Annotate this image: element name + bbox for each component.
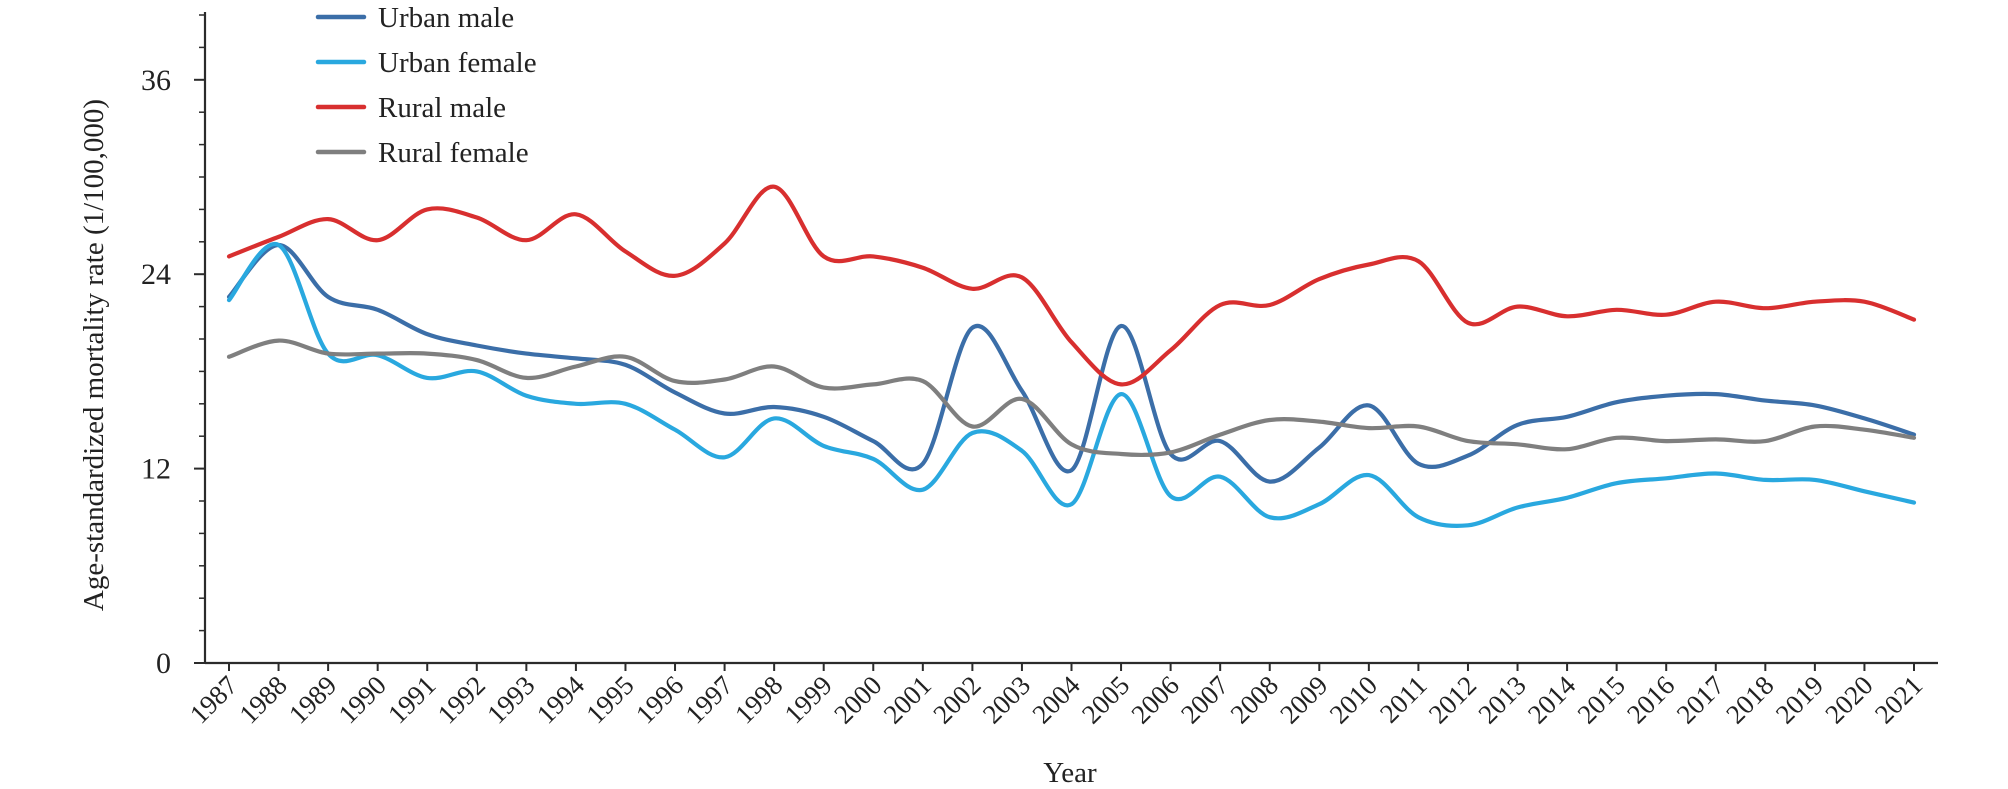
x-tick-label: 2007 xyxy=(1175,670,1234,729)
x-tick-label: 2000 xyxy=(828,670,887,729)
x-tick-label: 2019 xyxy=(1770,670,1829,729)
x-tick-label: 2020 xyxy=(1819,670,1878,729)
x-tick-label: 1997 xyxy=(679,670,738,729)
y-tick-label: 36 xyxy=(141,64,171,97)
x-tick-label: 1996 xyxy=(630,670,689,729)
y-tick-label: 24 xyxy=(141,258,171,291)
x-tick-label: 1992 xyxy=(432,670,491,729)
legend-label-rural-male: Rural male xyxy=(378,92,506,124)
x-tick-label: 2018 xyxy=(1720,670,1779,729)
x-tick-label: 2010 xyxy=(1324,670,1383,729)
x-tick-label: 1991 xyxy=(382,670,441,729)
series-line-urban-female xyxy=(226,242,1917,528)
series-lines xyxy=(226,184,1917,528)
x-tick-label: 2005 xyxy=(1076,670,1135,729)
x-tick-label: 2008 xyxy=(1225,670,1284,729)
y-tick-label: 12 xyxy=(141,453,171,486)
x-tick-label: 1995 xyxy=(580,670,639,729)
y-axis-label: Age-standardized mortality rate (1/100,0… xyxy=(78,99,110,611)
x-tick-label: 1993 xyxy=(481,670,540,729)
x-tick-label: 2017 xyxy=(1671,670,1730,729)
x-tick-label: 1988 xyxy=(233,670,292,729)
x-tick-label: 1990 xyxy=(333,670,392,729)
x-tick-label: 2015 xyxy=(1571,670,1630,729)
series-line-rural-male xyxy=(226,184,1917,387)
x-tick-label: 2012 xyxy=(1423,670,1482,729)
x-tick-label: 1999 xyxy=(779,670,838,729)
legend-label-rural-female: Rural female xyxy=(378,137,529,169)
x-tick-label: 2006 xyxy=(1125,670,1184,729)
x-tick-label: 2016 xyxy=(1621,670,1680,729)
x-tick-label: 2002 xyxy=(927,670,986,729)
chart-legend: Urban male Urban female Rural male Rural fe… xyxy=(315,2,537,169)
x-tick-label: 2009 xyxy=(1274,670,1333,729)
x-tick-label: 2011 xyxy=(1374,670,1433,729)
x-tick-label: 2013 xyxy=(1472,670,1531,729)
x-tick-label: 1998 xyxy=(729,670,788,729)
x-tick-label: 1989 xyxy=(283,670,342,729)
x-tick-label: 2003 xyxy=(977,670,1036,729)
series-line-urban-male xyxy=(226,242,1917,484)
x-tick-label: 2014 xyxy=(1522,670,1582,730)
legend-label-urban-female: Urban female xyxy=(378,47,537,79)
x-tick-label: 1994 xyxy=(531,670,591,730)
x-tick-label: 2021 xyxy=(1869,670,1928,729)
series-line-rural-female xyxy=(226,338,1917,458)
x-axis-label: Year xyxy=(1043,757,1097,789)
y-tick-label: 0 xyxy=(156,647,171,680)
legend-label-urban-male: Urban male xyxy=(378,2,514,34)
x-tick-label: 2001 xyxy=(878,670,937,729)
x-tick-label: 2004 xyxy=(1026,670,1086,730)
x-tick-label: 1987 xyxy=(184,670,243,729)
